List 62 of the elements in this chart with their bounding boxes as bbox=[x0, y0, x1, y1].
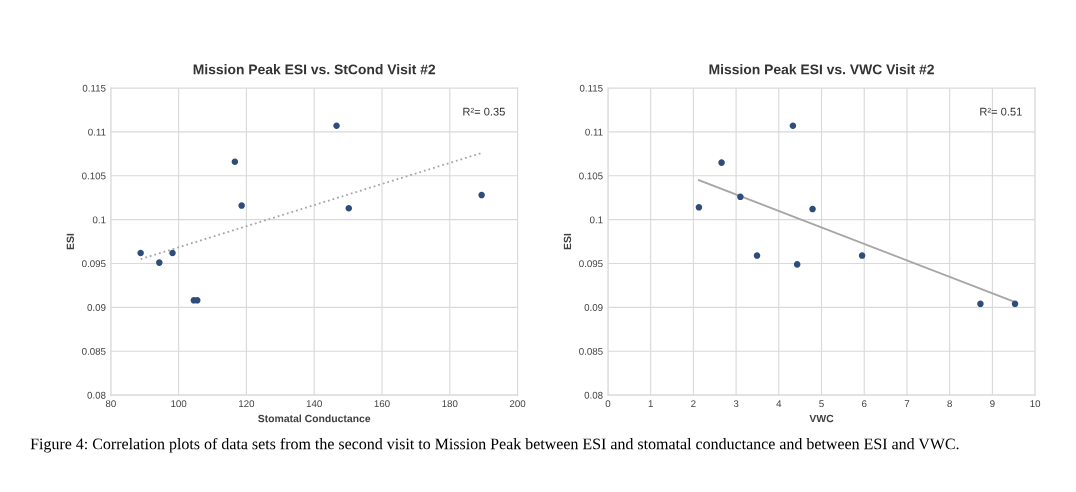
y-tick-label: 0.11 bbox=[88, 128, 106, 136]
point bbox=[478, 191, 485, 199]
x-tick-label: 140 bbox=[306, 400, 322, 408]
point bbox=[238, 202, 245, 209]
y-tick-label: 0.11 bbox=[585, 128, 603, 136]
point bbox=[695, 204, 703, 211]
chart-title: Mission Peak ESI vs. StCond Visit #2 bbox=[193, 64, 436, 75]
point bbox=[156, 259, 163, 266]
point bbox=[718, 159, 725, 166]
y-tick-label: 0.08 bbox=[584, 391, 603, 399]
annotation: R²= 0.35 bbox=[463, 107, 505, 116]
y-tick-label: 0.105 bbox=[82, 172, 106, 180]
point bbox=[1011, 300, 1019, 308]
x-tick-label: 100 bbox=[171, 400, 187, 408]
y-tick-label: 0.08 bbox=[87, 391, 106, 399]
x-tick-label: 4 bbox=[776, 400, 782, 407]
point bbox=[169, 249, 176, 257]
y-tick-label: 0.105 bbox=[579, 172, 603, 180]
y-tick-label: 0.1 bbox=[92, 216, 106, 224]
caption: Figure 4: Correlation plots of data sets from the second visit to Mission Peak between ESI and stomatal conductance and between ESI and VWC. bbox=[30, 437, 959, 453]
x-axis-title: Stomatal Conductance bbox=[258, 414, 371, 423]
x-tick-label: 2 bbox=[691, 400, 696, 407]
chart-title: Mission Peak ESI vs. VWC Visit #2 bbox=[709, 64, 934, 75]
point bbox=[137, 249, 144, 257]
x-tick-label: 0 bbox=[605, 400, 611, 408]
x-tick-label: 9 bbox=[990, 400, 995, 408]
point bbox=[345, 204, 353, 212]
point bbox=[977, 300, 984, 308]
x-tick-label: 10 bbox=[1030, 400, 1041, 408]
y-tick-label: 0.09 bbox=[87, 304, 106, 311]
y-tick-label: 0.085 bbox=[579, 347, 603, 355]
y-tick-label: 0.09 bbox=[584, 304, 603, 311]
x-tick-label: 200 bbox=[509, 400, 526, 408]
y-tick-label: 0.115 bbox=[82, 84, 106, 92]
x-axis-title: VWC bbox=[809, 414, 834, 423]
y-tick-label: 0.115 bbox=[579, 84, 603, 92]
y-axis-title: ESI bbox=[563, 233, 572, 250]
y-tick-label: 0.095 bbox=[82, 260, 106, 268]
x-tick-label: 6 bbox=[862, 400, 867, 408]
point bbox=[858, 252, 866, 259]
point bbox=[333, 122, 340, 130]
x-tick-label: 5 bbox=[819, 400, 824, 408]
y-tick-label: 0.1 bbox=[589, 216, 603, 224]
point bbox=[793, 261, 801, 268]
x-tick-label: 160 bbox=[374, 400, 390, 408]
point bbox=[194, 297, 201, 304]
point bbox=[737, 193, 744, 201]
point bbox=[809, 205, 816, 213]
annotation: R²= 0.51 bbox=[980, 107, 1022, 116]
x-tick-label: 180 bbox=[442, 400, 458, 408]
point bbox=[753, 252, 761, 259]
x-tick-label: 120 bbox=[239, 400, 255, 408]
x-tick-label: 8 bbox=[947, 400, 952, 408]
x-tick-label: 7 bbox=[904, 400, 910, 407]
x-tick-label: 1 bbox=[648, 400, 653, 407]
point bbox=[789, 122, 797, 130]
y-tick-label: 0.095 bbox=[579, 260, 603, 268]
y-tick-label: 0.085 bbox=[82, 347, 106, 355]
x-tick-label: 3 bbox=[733, 400, 739, 408]
y-axis-title: ESI bbox=[66, 233, 75, 250]
point bbox=[231, 158, 239, 166]
x-tick-label: 80 bbox=[105, 400, 116, 408]
